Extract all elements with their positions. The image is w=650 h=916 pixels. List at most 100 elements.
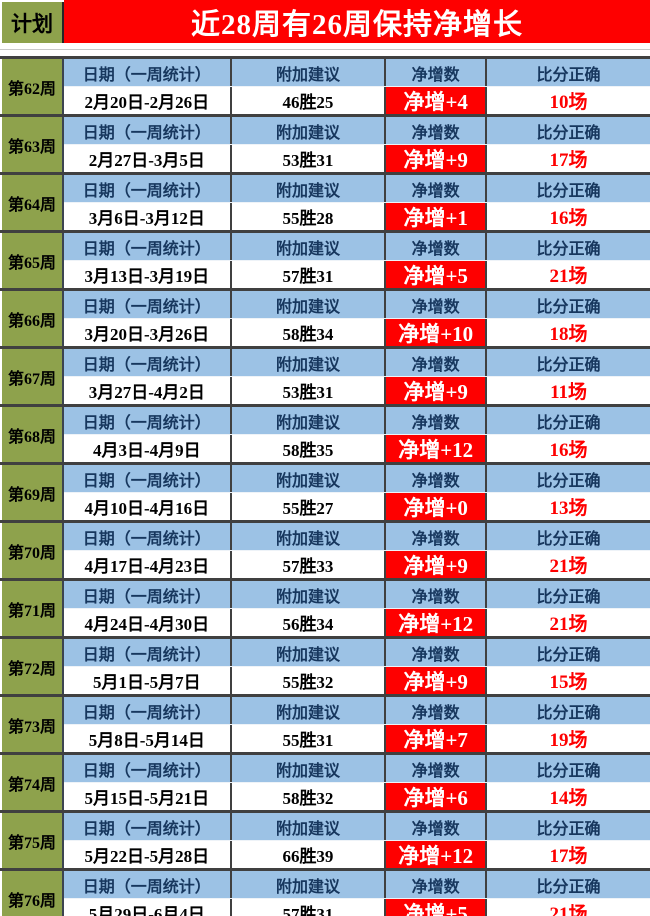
header-net: 净增数 xyxy=(386,755,488,782)
week-block: 第70周 日期（一周统计） 附加建议 净增数 比分正确 4月17日-4月23日 … xyxy=(0,520,650,578)
header-net: 净增数 xyxy=(386,233,488,260)
header-net: 净增数 xyxy=(386,465,488,492)
header-score: 比分正确 xyxy=(536,414,601,432)
data-row: 4月3日-4月9日 58胜35 净增+12 16场 xyxy=(64,435,650,462)
week-rows: 日期（一周统计） 附加建议 净增数 比分正确 3月6日-3月12日 55胜28 … xyxy=(64,175,650,230)
header-date: 日期（一周统计） xyxy=(64,523,232,550)
score-correct-cell: 21场 xyxy=(487,261,650,288)
week-block: 第72周 日期（一周统计） 附加建议 净增数 比分正确 5月1日-5月7日 55… xyxy=(0,636,650,694)
header-advice: 附加建议 xyxy=(232,581,387,608)
date-range-cell: 3月6日-3月12日 xyxy=(64,203,232,230)
score-correct-cell: 16场 xyxy=(487,435,650,462)
header-date: 日期（一周统计） xyxy=(64,581,232,608)
score-correct-cell: 19场 xyxy=(487,725,650,752)
header-advice: 附加建议 xyxy=(232,349,387,376)
data-row: 2月27日-3月5日 53胜31 净增+9 17场 xyxy=(64,145,650,172)
header-date: 日期（一周统计） xyxy=(64,755,232,782)
week-label: 第76周 xyxy=(2,871,64,916)
week-label: 第75周 xyxy=(2,813,64,868)
header-row: 日期（一周统计） 附加建议 净增数 比分正确 xyxy=(64,813,650,841)
week-block: 第76周 日期（一周统计） 附加建议 净增数 比分正确 5月29日-6月4日 5… xyxy=(0,868,650,916)
header-date: 日期（一周统计） xyxy=(64,871,232,898)
header-row: 日期（一周统计） 附加建议 净增数 比分正确 xyxy=(64,639,650,667)
header-score: 比分正确 xyxy=(536,66,601,84)
header-date: 日期（一周统计） xyxy=(64,813,232,840)
header-advice: 附加建议 xyxy=(232,407,387,434)
week-label: 第65周 xyxy=(2,233,64,288)
header-advice: 附加建议 xyxy=(232,59,387,86)
win-record-cell: 53胜31 xyxy=(231,145,387,172)
net-gain-cell: 净增+12 xyxy=(386,435,488,462)
win-record-cell: 55胜27 xyxy=(231,493,387,520)
win-record-cell: 58胜32 xyxy=(231,783,387,810)
score-correct-cell: 21场 xyxy=(487,609,650,636)
net-gain-cell: 净增+6 xyxy=(386,783,488,810)
header-net: 净增数 xyxy=(386,581,488,608)
data-row: 5月8日-5月14日 55胜31 净增+7 19场 xyxy=(64,725,650,752)
week-block: 第67周 日期（一周统计） 附加建议 净增数 比分正确 3月27日-4月2日 5… xyxy=(0,346,650,404)
week-rows: 日期（一周统计） 附加建议 净增数 比分正确 4月3日-4月9日 58胜35 净… xyxy=(64,407,650,462)
win-record-cell: 58胜34 xyxy=(231,319,387,346)
header-advice: 附加建议 xyxy=(232,117,387,144)
header-net: 净增数 xyxy=(386,813,488,840)
week-rows: 日期（一周统计） 附加建议 净增数 比分正确 5月8日-5月14日 55胜31 … xyxy=(64,697,650,752)
header-score: 比分正确 xyxy=(536,588,601,606)
data-row: 2月20日-2月26日 46胜25 净增+4 10场 xyxy=(64,87,650,114)
net-gain-cell: 净增+5 xyxy=(386,899,488,916)
header-score: 比分正确 xyxy=(536,530,601,548)
week-label: 第67周 xyxy=(2,349,64,404)
header-net: 净增数 xyxy=(386,871,488,898)
win-record-cell: 55胜28 xyxy=(231,203,387,230)
week-rows: 日期（一周统计） 附加建议 净增数 比分正确 3月27日-4月2日 53胜31 … xyxy=(64,349,650,404)
plan-corner-label: 计划 xyxy=(2,2,64,43)
net-gain-cell: 净增+9 xyxy=(386,667,488,694)
data-row: 5月1日-5月7日 55胜32 净增+9 15场 xyxy=(64,667,650,694)
header-net: 净增数 xyxy=(386,291,488,318)
data-row: 3月13日-3月19日 57胜31 净增+5 21场 xyxy=(64,261,650,288)
header-advice: 附加建议 xyxy=(232,697,387,724)
week-block: 第63周 日期（一周统计） 附加建议 净增数 比分正确 2月27日-3月5日 5… xyxy=(0,114,650,172)
week-rows: 日期（一周统计） 附加建议 净增数 比分正确 2月27日-3月5日 53胜31 … xyxy=(64,117,650,172)
header-row: 日期（一周统计） 附加建议 净增数 比分正确 xyxy=(64,59,650,87)
week-label: 第72周 xyxy=(2,639,64,694)
data-row: 5月15日-5月21日 58胜32 净增+6 14场 xyxy=(64,783,650,810)
week-rows: 日期（一周统计） 附加建议 净增数 比分正确 5月29日-6月4日 57胜31 … xyxy=(64,871,650,916)
data-row: 3月20日-3月26日 58胜34 净增+10 18场 xyxy=(64,319,650,346)
top-banner: 计划 近28周有26周保持净增长 xyxy=(0,0,650,43)
win-record-cell: 56胜34 xyxy=(231,609,387,636)
header-score: 比分正确 xyxy=(536,124,601,142)
week-block: 第66周 日期（一周统计） 附加建议 净增数 比分正确 3月20日-3月26日 … xyxy=(0,288,650,346)
week-rows: 日期（一周统计） 附加建议 净增数 比分正确 5月22日-5月28日 66胜39… xyxy=(64,813,650,868)
week-blocks: 第62周 日期（一周统计） 附加建议 净增数 比分正确 2月20日-2月26日 … xyxy=(0,56,650,916)
week-rows: 日期（一周统计） 附加建议 净增数 比分正确 4月10日-4月16日 55胜27… xyxy=(64,465,650,520)
header-net: 净增数 xyxy=(386,407,488,434)
header-date: 日期（一周统计） xyxy=(64,175,232,202)
header-advice: 附加建议 xyxy=(232,465,387,492)
week-label: 第64周 xyxy=(2,175,64,230)
week-label: 第66周 xyxy=(2,291,64,346)
date-range-cell: 4月3日-4月9日 xyxy=(64,435,232,462)
page-title: 近28周有26周保持净增长 xyxy=(64,0,650,43)
data-row: 3月27日-4月2日 53胜31 净增+9 11场 xyxy=(64,377,650,404)
header-date: 日期（一周统计） xyxy=(64,233,232,260)
header-row: 日期（一周统计） 附加建议 净增数 比分正确 xyxy=(64,697,650,725)
date-range-cell: 3月27日-4月2日 xyxy=(64,377,232,404)
header-net: 净增数 xyxy=(386,697,488,724)
week-block: 第68周 日期（一周统计） 附加建议 净增数 比分正确 4月3日-4月9日 58… xyxy=(0,404,650,462)
date-range-cell: 4月10日-4月16日 xyxy=(64,493,232,520)
net-gain-cell: 净增+12 xyxy=(386,609,488,636)
header-row: 日期（一周统计） 附加建议 净增数 比分正确 xyxy=(64,871,650,899)
header-score: 比分正确 xyxy=(536,878,601,896)
net-gain-cell: 净增+0 xyxy=(386,493,488,520)
header-date: 日期（一周统计） xyxy=(64,639,232,666)
win-record-cell: 55胜31 xyxy=(231,725,387,752)
header-advice: 附加建议 xyxy=(232,871,387,898)
net-gain-cell: 净增+9 xyxy=(386,377,488,404)
date-range-cell: 5月15日-5月21日 xyxy=(64,783,232,810)
score-correct-cell: 11场 xyxy=(487,377,650,404)
date-range-cell: 4月17日-4月23日 xyxy=(64,551,232,578)
header-row: 日期（一周统计） 附加建议 净增数 比分正确 xyxy=(64,465,650,493)
week-block: 第73周 日期（一周统计） 附加建议 净增数 比分正确 5月8日-5月14日 5… xyxy=(0,694,650,752)
header-advice: 附加建议 xyxy=(232,755,387,782)
